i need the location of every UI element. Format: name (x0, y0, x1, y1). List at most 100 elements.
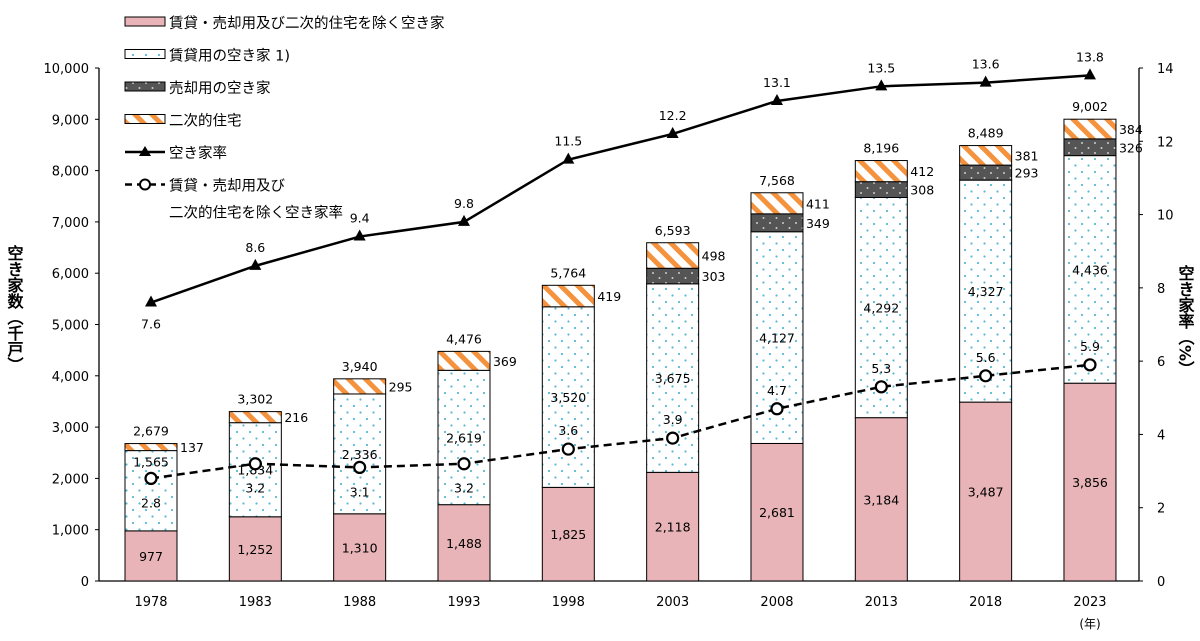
circle-marker (561, 442, 575, 456)
bar-segment-0-2013 (854, 417, 908, 582)
rate-value-label: 2.8 (141, 495, 161, 510)
circle-marker (144, 471, 158, 485)
bar-total-label: 6,593 (655, 223, 691, 238)
bar-value-label: 2,118 (655, 520, 691, 535)
bar-segment-3-1983 (228, 411, 282, 424)
legend-label: 賃貸・売却用及び二次的住宅を除く空き家 (169, 15, 445, 32)
rate-value-label: 13.8 (1076, 49, 1104, 64)
legend-label: 売却用の空き家 (169, 80, 271, 97)
bar-value-label: 308 (910, 183, 934, 198)
legend-label: 二次的住宅 (169, 113, 242, 130)
legend-swatch (124, 49, 166, 59)
legend-swatch (124, 16, 166, 27)
rate-value-label: 4.7 (767, 383, 787, 398)
rate-value-label: 3.2 (245, 481, 265, 496)
x-tick-label: 2003 (656, 595, 689, 610)
bar-segment-3-1993 (437, 350, 491, 371)
bar-value-label: 369 (493, 354, 517, 369)
x-tick-label: 1988 (343, 595, 376, 610)
y-axis-label-left: 空き家数（千戸） (5, 244, 24, 373)
triangle-marker (562, 152, 575, 164)
bar-value-label: 1,825 (550, 527, 586, 542)
bar-segment-0-1983 (228, 516, 282, 582)
rate-value-label: 13.1 (763, 75, 791, 90)
triangle-marker (1083, 68, 1096, 80)
triangle-marker (770, 93, 783, 105)
triangle-marker (353, 229, 366, 241)
bar-value-label: 3,184 (863, 492, 899, 507)
y-tick-label: 10,000 (44, 62, 90, 77)
rate-value-label: 13.6 (972, 57, 1000, 72)
x-unit-label: (年) (1079, 617, 1100, 631)
rate-value-label: 5.6 (976, 350, 996, 365)
bar-value-label: 977 (139, 549, 163, 564)
legend-item-0: 賃貸・売却用及び二次的住宅を除く空き家 (124, 15, 445, 32)
rate-value-label: 9.4 (350, 211, 370, 226)
bar-value-label: 2,681 (759, 505, 795, 520)
rate-value-label: 3.9 (663, 412, 683, 427)
bar-segment-0-1978 (124, 530, 178, 582)
legend-swatch (124, 114, 166, 124)
y-tick-label: 5,000 (52, 319, 89, 334)
bar-value-label: 4,436 (1072, 262, 1108, 277)
y-right-tick-label: 0 (1157, 575, 1165, 590)
x-tick-label: 1983 (239, 595, 272, 610)
legend-item-2: 売却用の空き家 (124, 80, 271, 97)
bar-value-label: 3,856 (1072, 475, 1108, 490)
bar-value-label: 1,565 (133, 455, 169, 470)
bar-value-label: 326 (1119, 140, 1143, 155)
bar-segment-2-2023 (1063, 138, 1117, 157)
circle-marker (353, 460, 367, 475)
bar-total-label: 2,679 (133, 424, 169, 439)
bar-value-label: 1,252 (237, 542, 273, 557)
legend-label: 賃貸・売却用及び (169, 178, 285, 195)
bar-segment-1-1998 (541, 306, 595, 488)
legend-item-1: 賃貸用の空き家 1) (124, 48, 290, 65)
bar-value-label: 384 (1119, 122, 1143, 137)
line-series-0 (150, 74, 1091, 304)
rate-value-label: 7.6 (141, 317, 161, 332)
bar-total-label: 8,196 (863, 141, 899, 156)
bar-value-label: 3,487 (968, 485, 1004, 500)
bar-segment-1-1978 (124, 450, 178, 532)
bar-value-label: 137 (180, 440, 204, 455)
circle-marker (770, 402, 784, 416)
rate-value-label: 12.2 (659, 108, 687, 123)
y-right-tick-label: 10 (1157, 209, 1174, 224)
rate-value-label: 8.6 (245, 240, 265, 255)
bar-value-label: 303 (702, 269, 726, 284)
line-series-1 (150, 363, 1091, 480)
triangle-marker (457, 214, 470, 226)
legend-circle-icon (139, 178, 151, 191)
triangle-marker (666, 126, 679, 138)
legend-item-4: 空き家率 (125, 145, 227, 162)
bar-segment-0-2018 (959, 401, 1013, 582)
y-tick-label: 2,000 (52, 472, 89, 487)
bar-segment-3-2018 (959, 145, 1013, 166)
legend-label: 二次的住宅を除く空き家率 (169, 205, 343, 222)
bar-segment-3-2003 (646, 242, 700, 269)
bar-total-label: 9,002 (1072, 99, 1108, 114)
rate-value-label: 3.1 (350, 484, 370, 499)
rate-value-label: 3.6 (558, 423, 578, 438)
bar-value-label: 2,336 (342, 447, 378, 462)
bar-value-label: 216 (284, 410, 308, 425)
bar-segment-3-2013 (854, 160, 908, 183)
triangle-marker (145, 295, 157, 307)
y-tick-label: 8,000 (52, 165, 89, 180)
bar-segment-1-1988 (333, 393, 387, 515)
legend-item-3: 二次的住宅 (124, 113, 242, 130)
legend-swatch (124, 81, 166, 92)
bar-value-label: 411 (806, 196, 830, 211)
bar-value-label: 498 (702, 249, 726, 264)
y-axis-label-right: 空き家率（%） (1176, 264, 1195, 377)
legend-label: 賃貸用の空き家 1) (169, 48, 290, 65)
bar-segment-2-2013 (854, 181, 908, 198)
bar-total-label: 4,476 (446, 331, 482, 346)
circle-marker (248, 457, 262, 471)
rate-value-label: 3.2 (454, 481, 474, 496)
rate-value-label: 5.9 (1080, 339, 1100, 354)
y-tick-label: 0 (81, 575, 89, 590)
